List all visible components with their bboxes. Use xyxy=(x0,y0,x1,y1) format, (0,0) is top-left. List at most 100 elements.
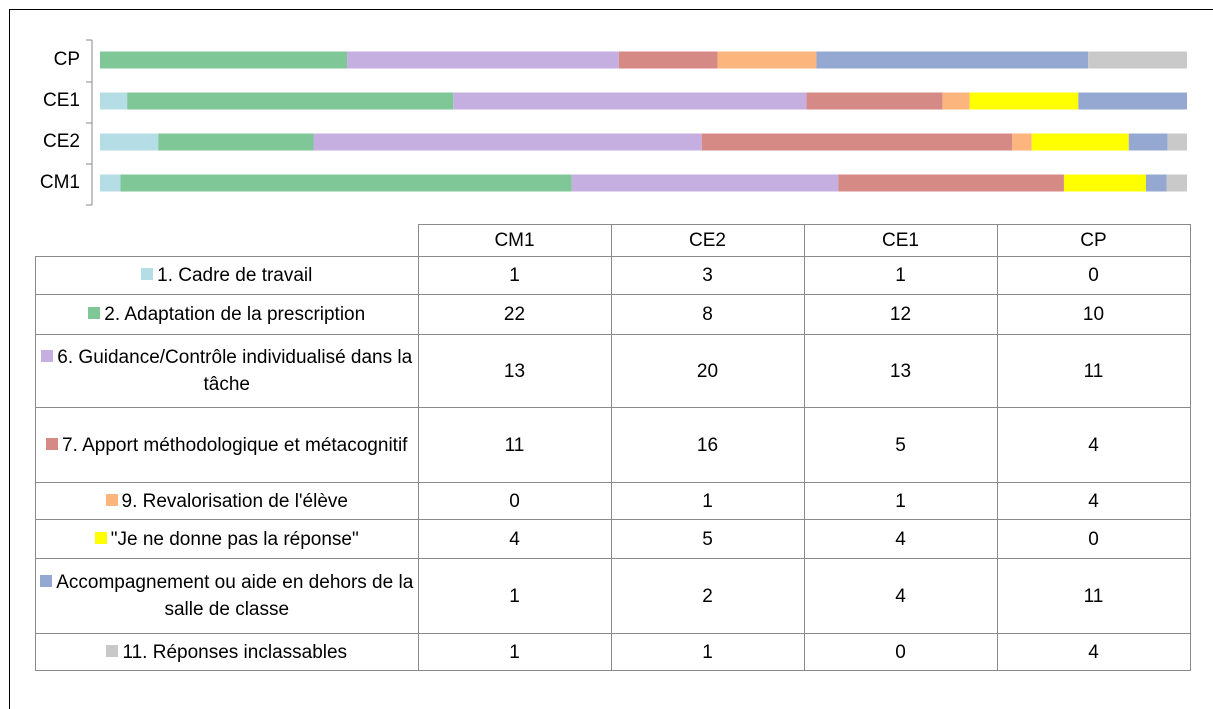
legend-cell: 7. Apport méthodologique et métacognitif xyxy=(35,407,419,483)
value-cell: 5 xyxy=(803,407,998,483)
blank-cell xyxy=(35,224,419,257)
legend-label: "Je ne donne pas la réponse" xyxy=(110,528,359,550)
table-row: Accompagnement ou aide en dehors de la s… xyxy=(35,558,1191,634)
bar-segment xyxy=(618,51,718,69)
value-cell: 4 xyxy=(996,633,1191,671)
legend-cell: 6. Guidance/Contrôle individualisé dans … xyxy=(35,334,419,408)
data-table: CM1 CE2 CE1 CP 1. Cadre de travail 1 3 1 0 2. Ada… xyxy=(35,224,1191,671)
chart-frame xyxy=(9,9,1213,709)
value-cell: 3 xyxy=(610,256,805,295)
bar-segment xyxy=(1078,92,1187,110)
bar-segment xyxy=(838,174,1064,192)
category-label: CM1 xyxy=(40,172,80,193)
category-label: CP xyxy=(54,49,80,70)
bar-segment xyxy=(1063,174,1146,192)
value-cell: 8 xyxy=(610,294,805,335)
legend-label: 2. Adaptation de la prescription xyxy=(104,304,366,325)
legend-label: 11. Réponses inclassables xyxy=(122,641,348,663)
category-label: CE2 xyxy=(43,131,80,152)
bar-segment xyxy=(100,51,348,69)
value-cell: 0 xyxy=(996,519,1191,559)
bar-segment xyxy=(120,174,572,192)
table-row: "Je ne donne pas la réponse" 4 5 4 0 xyxy=(35,519,1191,559)
table-row: 2. Adaptation de la prescription 22 8 12 10 xyxy=(35,294,1191,335)
value-cell: 1 xyxy=(417,558,612,634)
legend-swatch xyxy=(88,307,101,319)
table-header: CM1 CE2 CE1 CP xyxy=(35,224,1191,257)
legend-swatch xyxy=(106,644,119,657)
bar-segment xyxy=(127,92,454,110)
value-cell: 4 xyxy=(996,407,1191,483)
table-row: 9. Revalorisation de l'élève 0 1 1 4 xyxy=(35,482,1191,520)
value-cell: 0 xyxy=(996,256,1191,295)
bar-segment xyxy=(1012,133,1032,151)
column-header: CM1 xyxy=(417,224,612,257)
value-cell: 11 xyxy=(996,558,1191,634)
value-cell: 1 xyxy=(803,256,998,295)
legend-label: 9. Revalorisation de l'élève xyxy=(121,490,348,512)
bar-segment xyxy=(1167,133,1187,151)
bar-segment xyxy=(816,51,1089,69)
legend-swatch xyxy=(94,531,107,544)
value-cell: 1 xyxy=(610,482,805,520)
value-cell: 4 xyxy=(803,519,998,559)
value-cell: 13 xyxy=(803,334,998,408)
bar-segment xyxy=(806,92,943,110)
column-header: CP xyxy=(996,224,1191,257)
legend-swatch xyxy=(40,575,53,587)
legend-swatch xyxy=(105,493,118,506)
legend-swatch xyxy=(41,350,54,362)
legend-label: 7. Apport méthodologique et métacognitif xyxy=(62,434,408,456)
bar-segment xyxy=(942,92,970,110)
column-header: CE2 xyxy=(610,224,805,257)
value-cell: 16 xyxy=(610,407,805,483)
bar-segment xyxy=(313,133,702,151)
legend-cell: Accompagnement ou aide en dehors de la s… xyxy=(35,558,419,634)
legend-cell: "Je ne donne pas la réponse" xyxy=(35,519,419,559)
legend-swatch xyxy=(141,268,154,280)
bar-segment xyxy=(158,133,314,151)
value-cell: 0 xyxy=(417,482,612,520)
bar-segment xyxy=(701,133,1013,151)
table-row: 6. Guidance/Contrôle individualisé dans … xyxy=(35,334,1191,408)
category-label: CE1 xyxy=(43,90,80,111)
legend-label: 1. Cadre de travail xyxy=(157,265,313,286)
legend-cell: 11. Réponses inclassables xyxy=(35,633,419,671)
legend-swatch xyxy=(46,437,59,450)
value-cell: 22 xyxy=(417,294,612,335)
value-cell: 4 xyxy=(996,482,1191,520)
table-row: 7. Apport méthodologique et métacognitif… xyxy=(35,407,1191,483)
value-cell: 11 xyxy=(996,334,1191,408)
value-cell: 2 xyxy=(610,558,805,634)
bar-segment xyxy=(453,92,807,110)
bar-segment xyxy=(969,92,1079,110)
bar-segment xyxy=(100,133,159,151)
value-cell: 0 xyxy=(803,633,998,671)
value-cell: 1 xyxy=(417,633,612,671)
legend-cell: 1. Cadre de travail xyxy=(35,256,419,295)
value-cell: 13 xyxy=(417,334,612,408)
legend-label: 6. Guidance/Contrôle individualisé dans … xyxy=(57,347,413,395)
legend-cell: 9. Revalorisation de l'élève xyxy=(35,482,419,520)
bar-segment xyxy=(1166,174,1187,192)
value-cell: 20 xyxy=(610,334,805,408)
value-cell: 4 xyxy=(803,558,998,634)
table-row: 11. Réponses inclassables 1 1 0 4 xyxy=(35,633,1191,671)
bar-segment xyxy=(1145,174,1167,192)
legend-cell: 2. Adaptation de la prescription xyxy=(35,294,419,335)
value-cell: 10 xyxy=(996,294,1191,335)
value-cell: 1 xyxy=(803,482,998,520)
value-cell: 11 xyxy=(417,407,612,483)
value-cell: 1 xyxy=(417,256,612,295)
bar-segment xyxy=(717,51,817,69)
bar-segment xyxy=(1128,133,1168,151)
bar-segment xyxy=(1031,133,1129,151)
bar-segment xyxy=(1088,51,1187,69)
bar-segment xyxy=(347,51,619,69)
legend-label: Accompagnement ou aide en dehors de la s… xyxy=(56,572,414,620)
bar-segment xyxy=(571,174,839,192)
value-cell: 5 xyxy=(610,519,805,559)
bar-segment xyxy=(100,174,121,192)
